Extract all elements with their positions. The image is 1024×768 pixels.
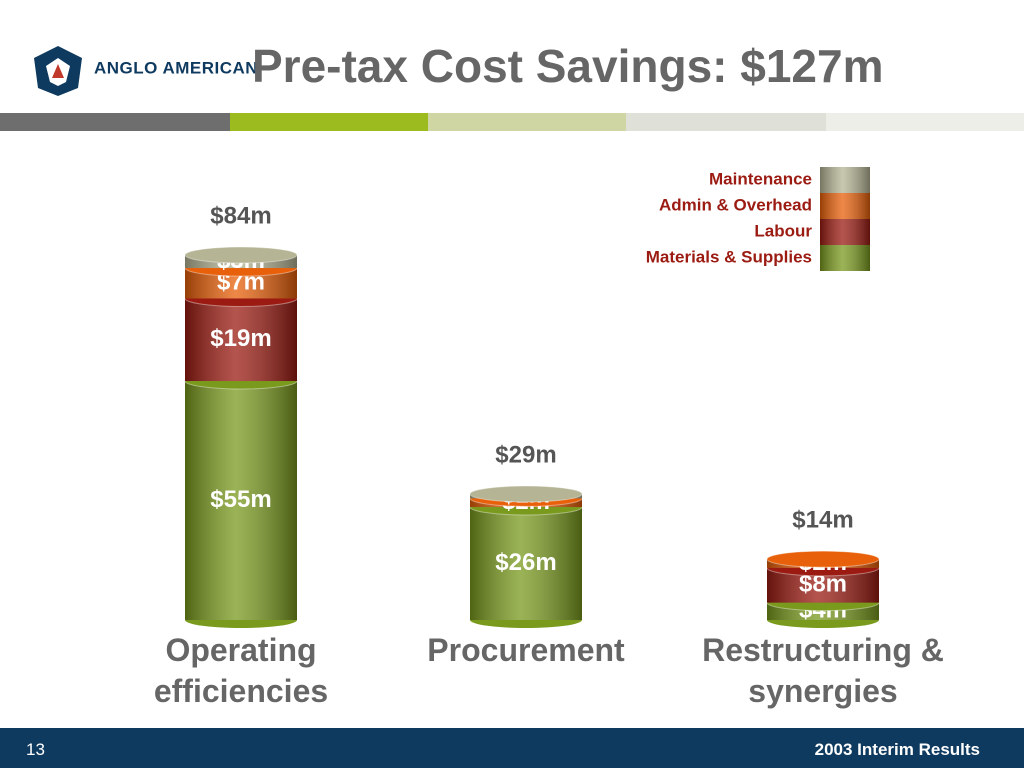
category-label: Restructuring & synergies [702,632,944,709]
segment-label: $55m [210,486,271,513]
category-label: Operating efficiencies [153,632,329,709]
legend-label: Admin & Overhead [659,195,812,214]
legend-label: Maintenance [709,169,812,188]
chart-title: Pre-tax Cost Savings: $127m [252,40,884,92]
bar-cap [469,485,583,503]
footer-text: 2003 Interim Results [814,740,980,759]
bar-cap [184,246,298,264]
bar-shade [185,298,297,382]
page-number: 13 [26,740,45,759]
header-band [428,113,626,131]
header-band [626,113,826,131]
total-label: $84m [210,202,271,229]
footer: 13 2003 Interim Results [0,728,1024,768]
total-label: $14m [792,507,853,534]
brand: ANGLO AMERICAN [94,58,258,77]
logo [34,46,82,96]
legend-shade [820,193,870,219]
legend-label: Materials & Supplies [646,247,812,266]
header-band [230,113,428,131]
legend-shade [820,245,870,271]
legend-label: Labour [754,221,812,240]
segment-label: $26m [495,549,556,576]
header-band [826,113,1024,131]
header-band [0,113,230,131]
bar-shade [185,381,297,620]
segment-label: $19m [210,325,271,352]
category-label: Procurement [427,632,625,668]
total-label: $29m [495,441,556,468]
bar-cap [766,550,880,568]
legend-shade [820,167,870,193]
bar-shade [470,507,582,620]
legend-shade [820,219,870,245]
